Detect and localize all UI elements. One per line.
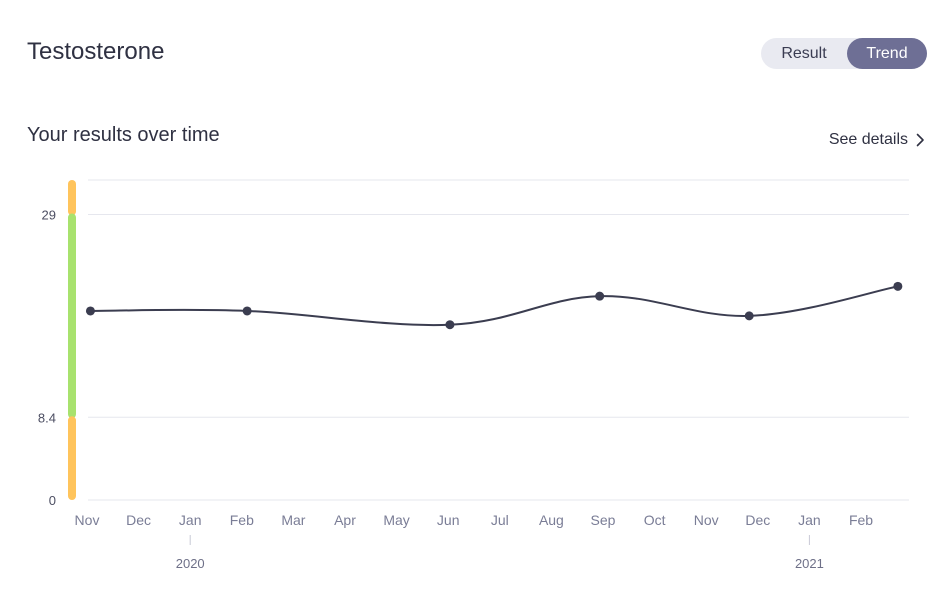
x-tick-label: Aug xyxy=(539,512,564,528)
x-tick-label: Oct xyxy=(644,512,666,528)
x-tick-label: Sep xyxy=(591,512,616,528)
result-toggle-button[interactable]: Result xyxy=(781,45,827,62)
year-label: 2020 xyxy=(176,556,205,571)
x-tick-label: Jul xyxy=(491,512,509,528)
y-tick-label: 0 xyxy=(49,493,56,508)
x-tick-label: Dec xyxy=(745,512,770,528)
x-tick-label: Dec xyxy=(126,512,151,528)
view-toggle[interactable]: Result Trend xyxy=(761,38,927,69)
x-tick-label: Nov xyxy=(75,512,100,528)
data-point xyxy=(242,306,252,316)
chevron-right-icon xyxy=(916,133,924,147)
x-tick-label: Nov xyxy=(694,512,719,528)
data-point xyxy=(893,281,903,291)
x-tick-label: Jan xyxy=(179,512,202,528)
x-tick-label: Mar xyxy=(281,512,305,528)
x-tick-label: May xyxy=(383,512,409,528)
year-label: 2021 xyxy=(795,556,824,571)
x-tick-label: Feb xyxy=(230,512,254,528)
series-line xyxy=(90,285,899,327)
x-tick-label: Jun xyxy=(437,512,460,528)
y-tick-label: 29 xyxy=(42,207,56,222)
see-details-label: See details xyxy=(828,131,908,148)
see-details-link[interactable]: See details xyxy=(829,131,925,149)
x-tick-label: Apr xyxy=(334,512,356,528)
data-point xyxy=(445,320,455,330)
trend-toggle-button[interactable]: Trend xyxy=(847,38,927,69)
data-point xyxy=(595,291,605,301)
data-point xyxy=(85,306,95,316)
x-tick-label: Jan xyxy=(798,512,821,528)
y-tick-label: 8.4 xyxy=(38,410,56,425)
section-title: Your results over time xyxy=(27,124,220,146)
x-tick-label: Feb xyxy=(849,512,873,528)
data-point xyxy=(744,311,754,321)
page-title: Testosterone xyxy=(27,38,165,65)
